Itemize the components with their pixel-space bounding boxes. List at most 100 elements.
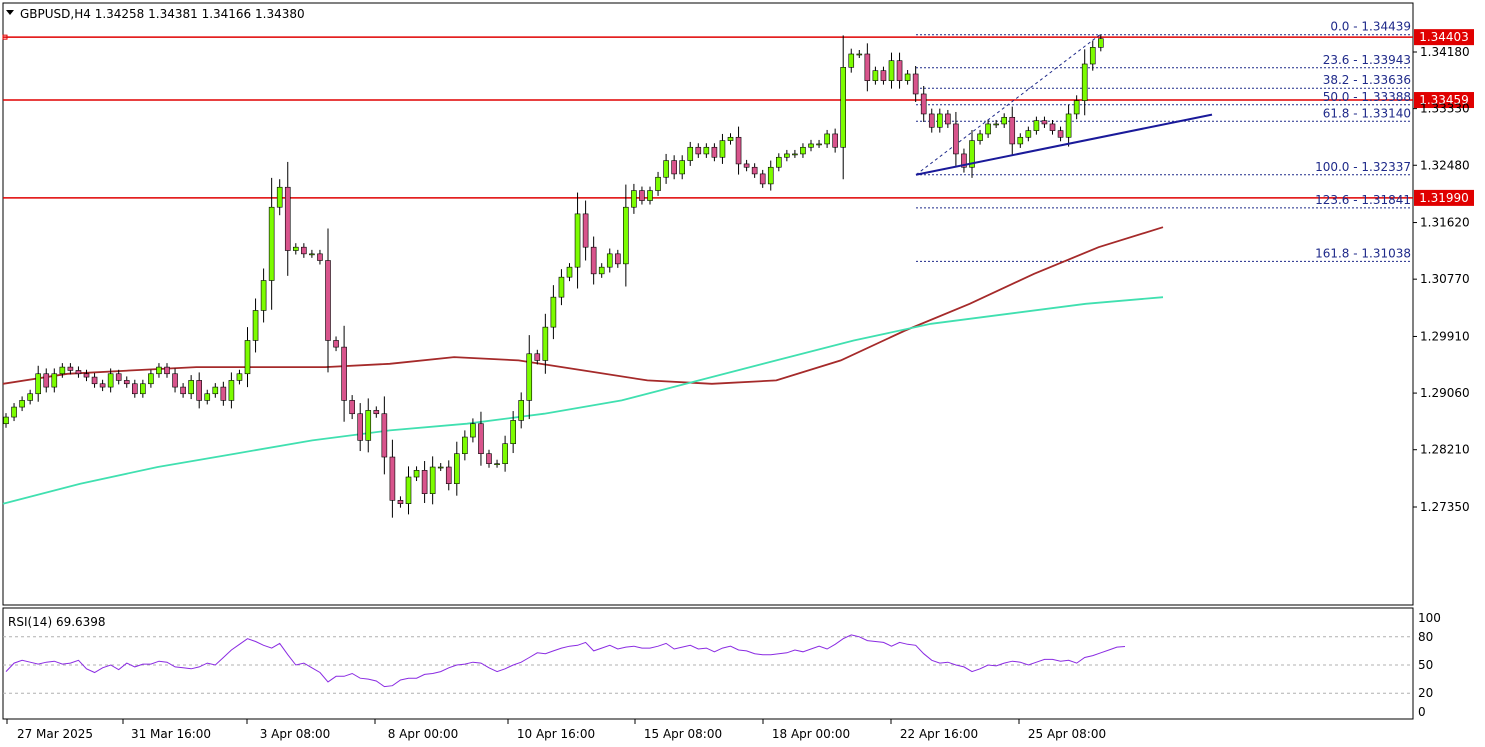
candle-bull [27, 393, 33, 401]
candle-bear [115, 373, 122, 381]
fib-level-label: 38.2 - 1.33636 [1323, 73, 1411, 87]
trend-lines [915, 113, 1213, 176]
candle-bear [928, 113, 935, 128]
main-plot-frame [2, 2, 1414, 606]
candle-bear [751, 166, 758, 175]
candle-bull [156, 366, 162, 375]
candle-bear [301, 246, 307, 255]
candle-bull [494, 463, 500, 465]
candle-bull [309, 253, 315, 256]
candle-bull [1001, 116, 1008, 125]
candle-bull [518, 400, 525, 421]
candle-bull [453, 453, 460, 484]
candle-bull [816, 143, 822, 146]
level-price-label: 1.31990 [1419, 191, 1469, 205]
candle-bear [711, 146, 718, 158]
candle-bull [405, 476, 412, 504]
candle-bull [462, 436, 468, 455]
candle-bull [365, 410, 372, 441]
candle-bull [188, 380, 194, 395]
candle-bull [228, 380, 235, 401]
symbol-header: GBPUSD,H4 1.34258 1.34381 1.34166 1.3438… [20, 7, 305, 21]
candle-bear [349, 400, 355, 415]
candle-bull [872, 70, 879, 81]
candle-bear [317, 253, 323, 261]
candle-bull [470, 423, 476, 438]
candle-bull [655, 176, 661, 191]
candle-bear [180, 386, 186, 395]
y-tick-label: 1.29060 [1420, 386, 1470, 400]
candle-bear [953, 123, 959, 155]
candle-bull [792, 153, 798, 156]
candle-bear [341, 346, 347, 401]
candle-bear [325, 260, 331, 341]
candle-bull [969, 140, 975, 168]
candle-bull [1073, 100, 1080, 115]
candle-bear [880, 70, 887, 81]
candle-bull [566, 266, 573, 278]
candle-bear [1057, 130, 1064, 138]
candle-bull [767, 166, 774, 185]
candle-bear [397, 500, 404, 504]
candle-bull [679, 160, 686, 175]
candle-bear [896, 60, 903, 81]
candle-bull [140, 383, 146, 395]
candle-bull [11, 406, 17, 418]
candle-bull [276, 186, 283, 208]
candle-bull [574, 213, 581, 268]
candle-bear [864, 53, 871, 81]
candle-bull [848, 53, 855, 68]
candle-bear [43, 373, 50, 388]
candle-bear [945, 113, 951, 125]
dropdown-arrow-icon[interactable] [6, 10, 14, 15]
x-tick-label: 31 Mar 16:00 [131, 727, 211, 741]
candle-bear [534, 353, 541, 361]
candle-bull [936, 113, 943, 128]
candle-bear [67, 366, 74, 371]
candle-bear [1049, 123, 1056, 131]
x-tick-label: 27 Mar 2025 [17, 727, 93, 741]
moving-averages [2, 226, 1164, 505]
candle-bull [1065, 113, 1072, 138]
candle-bear [421, 470, 428, 494]
rsi-plot-frame [2, 607, 1414, 720]
x-tick-label: 25 Apr 08:00 [1028, 727, 1106, 741]
candle-bull [429, 466, 436, 494]
candle-bull [784, 153, 790, 158]
x-tick-label: 18 Apr 00:00 [772, 727, 850, 741]
x-tick-label: 10 Apr 16:00 [517, 727, 595, 741]
rsi-tick-label: 0 [1418, 705, 1426, 719]
candle-bear [333, 340, 339, 348]
candle-bear [91, 376, 98, 385]
candle-bull [775, 156, 782, 168]
candle-bear [486, 453, 492, 464]
candle-bull [977, 133, 983, 141]
fibonacci-levels: 0.0 - 1.34439 23.6 - 1.33943 38.2 - 1.3363… [915, 20, 1411, 262]
candle-bull [510, 420, 516, 445]
x-tick-label: 15 Apr 08:00 [644, 727, 722, 741]
candle-bear [445, 466, 452, 484]
candle-bull [1033, 120, 1040, 131]
fib-level-label: 161.8 - 1.31038 [1315, 246, 1411, 260]
candle-bull [236, 373, 243, 381]
candle-bull [252, 310, 259, 341]
y-tick-label: 1.34180 [1420, 45, 1470, 59]
horizontal-levels: 1.34403 1.33459 1.31990 [2, 29, 1474, 206]
candle-bear [743, 163, 750, 168]
rsi-title: RSI(14) 69.6398 [8, 615, 106, 629]
candle-bull [148, 373, 154, 385]
candle-bull [260, 280, 267, 311]
candle-bull [985, 123, 991, 135]
candle-bear [639, 190, 645, 201]
candle-bull [59, 366, 66, 375]
rsi-indicator: 100 80 50 20 0 [3, 611, 1441, 719]
candle-bear [1009, 116, 1016, 145]
candle-bull [542, 326, 549, 361]
candle-bull [719, 140, 726, 158]
candle-bull [904, 73, 911, 81]
candle-bull [107, 373, 114, 388]
candle-bear [695, 146, 702, 155]
fib-level-label: 61.8 - 1.33140 [1323, 106, 1411, 120]
rsi-tick-label: 20 [1418, 686, 1433, 700]
